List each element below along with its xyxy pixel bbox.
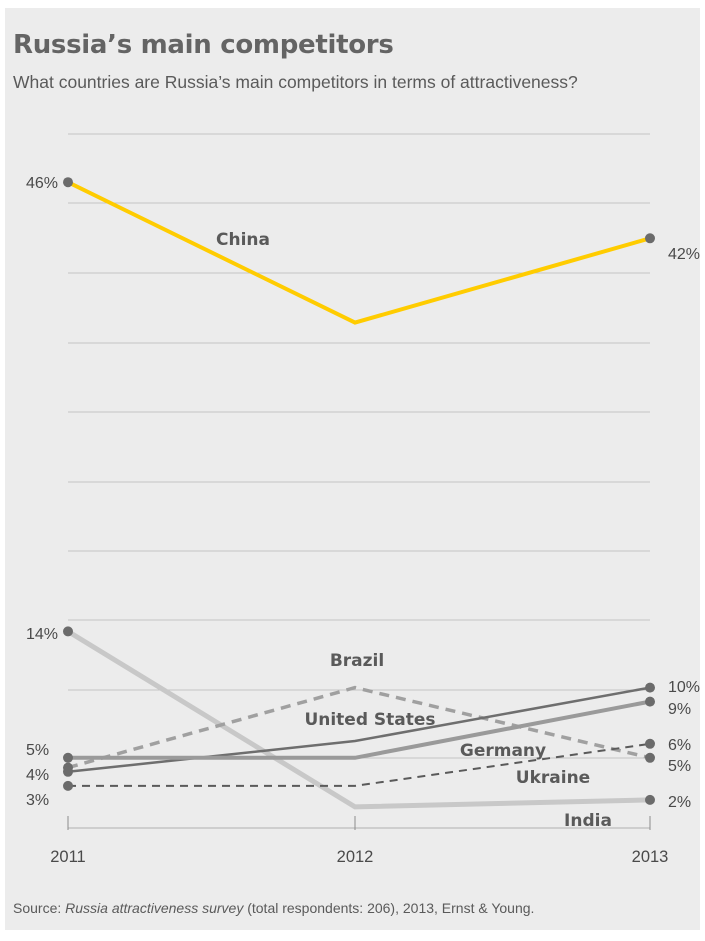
series-label-germany: Germany	[460, 741, 546, 761]
start-value-label-united-states: 4%	[26, 767, 49, 784]
series-line-united-states	[67, 686, 651, 774]
end-value-label-united-states: 10%	[668, 679, 700, 696]
end-value-label-ukraine: 6%	[668, 737, 691, 754]
series-label-brazil: Brazil	[330, 651, 384, 671]
series-line-ukraine	[68, 742, 651, 787]
series-line-india	[66, 629, 651, 810]
end-dot-china	[645, 233, 655, 244]
start-value-label-china: 46%	[26, 175, 58, 192]
x-tick-label-2011: 2011	[50, 848, 85, 866]
start-dot-china	[63, 177, 73, 188]
source-survey-name: Russia attractiveness survey	[65, 900, 244, 916]
chart-title: Russia’s main competitors	[13, 30, 394, 60]
series-line-brazil	[67, 685, 651, 770]
source-note: Source: Russia attractiveness survey (to…	[13, 900, 534, 916]
start-dot-ukraine	[63, 780, 73, 791]
start-value-label-india: 14%	[26, 626, 58, 643]
x-tick-label-2012: 2012	[337, 848, 374, 866]
chart-subtitle: What countries are Russia’s main competi…	[13, 72, 578, 92]
start-value-label-germany: 5%	[26, 742, 49, 759]
end-dot-ukraine	[645, 738, 655, 749]
end-dot-united-states	[645, 682, 655, 693]
series-label-ukraine: Ukraine	[516, 768, 590, 788]
source-prefix: Source:	[13, 900, 66, 916]
end-value-label-india: 2%	[668, 794, 691, 811]
end-dot-germany	[645, 696, 655, 707]
end-value-label-china: 42%	[668, 246, 700, 263]
series-line-china	[67, 180, 651, 325]
series-label-india: India	[564, 811, 612, 831]
start-dot-germany	[63, 752, 73, 763]
end-dot-brazil	[645, 752, 655, 763]
end-dot-india	[645, 794, 655, 805]
x-tick-label-2013: 2013	[632, 848, 669, 866]
start-value-label-ukraine: 3%	[26, 792, 49, 809]
start-dot-united-states	[63, 766, 73, 777]
end-value-label-brazil: 5%	[668, 758, 691, 775]
series-label-united-states: United States	[304, 710, 435, 730]
chart-panel	[5, 8, 700, 930]
start-dot-india	[63, 626, 73, 637]
series-line-germany	[68, 699, 651, 760]
series-label-china: China	[216, 230, 270, 250]
end-value-label-germany: 9%	[668, 701, 691, 718]
source-suffix: (total respondents: 206), 2013, Ernst & …	[243, 900, 535, 916]
